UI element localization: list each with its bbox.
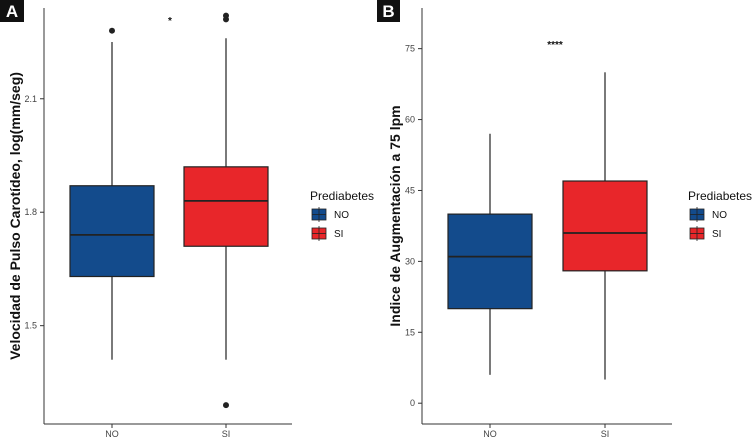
y-tick-label: 15 <box>405 327 415 337</box>
x-tick-label: NO <box>105 429 119 437</box>
legend: Prediabetes NO SI <box>688 189 752 241</box>
outlier-point <box>223 12 229 19</box>
box-no <box>447 133 533 375</box>
box-no <box>69 27 155 360</box>
y-tick-label: 60 <box>405 115 415 125</box>
y-axis-title: Indice de Augmentación a 75 lpm <box>387 105 403 326</box>
legend-label-no: NO <box>712 210 727 221</box>
y-tick-label: 1.5 <box>24 321 37 331</box>
legend-label-si: SI <box>334 229 343 240</box>
box-iqr <box>447 213 533 310</box>
y-tick-label: 75 <box>405 44 415 54</box>
x-tick-label: NO <box>483 429 497 437</box>
significance-marker: * <box>168 16 172 27</box>
panel-b: B 0 15 30 45 60 75 NO SI Indice de Augmentación a… <box>377 0 752 437</box>
legend: Prediabetes NO SI <box>310 189 374 241</box>
y-tick-label: 30 <box>405 256 415 266</box>
legend-label-no: NO <box>334 210 349 221</box>
box-iqr <box>562 180 648 272</box>
significance-marker: **** <box>547 40 563 51</box>
panel-a: A 1.5 1.8 2.1 NO SI Velocidad de Pulso Carotíd… <box>0 0 374 437</box>
panel-label: A <box>6 2 18 21</box>
y-axis-title: Velocidad de Pulso Carotídeo, log(mm/seg… <box>7 72 23 360</box>
x-tick-label: SI <box>222 429 231 437</box>
outlier-point <box>223 402 229 409</box>
panel-label: B <box>382 2 394 21</box>
box-iqr <box>183 166 269 247</box>
outlier-point <box>109 27 115 34</box>
y-tick-label: 45 <box>405 185 415 195</box>
legend-title: Prediabetes <box>310 189 374 203</box>
box-iqr <box>69 185 155 278</box>
panel-label-box <box>377 0 400 22</box>
box-si <box>183 12 269 409</box>
legend-label-si: SI <box>712 229 721 240</box>
y-tick-label: 1.8 <box>24 207 37 217</box>
x-tick-label: SI <box>601 429 610 437</box>
box-si <box>562 72 648 380</box>
panel-label-box <box>0 0 24 22</box>
legend-title: Prediabetes <box>688 189 752 203</box>
y-tick-label: 0 <box>410 398 415 408</box>
y-tick-label: 2.1 <box>24 94 37 104</box>
